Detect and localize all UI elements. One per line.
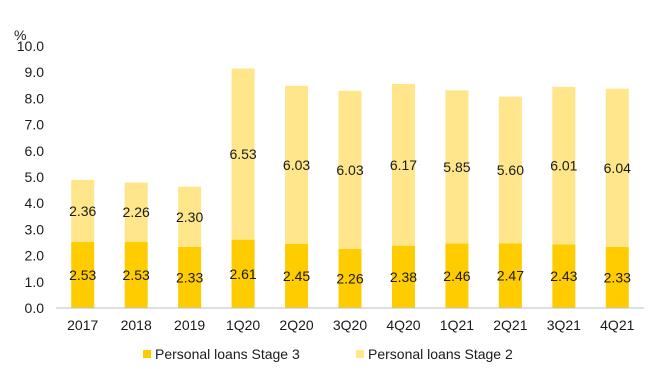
bar-stage-3 [124,241,148,308]
value-label-stage-2: 6.03 [283,157,310,173]
bars [71,68,629,308]
y-tick-label: 0.0 [25,300,45,316]
legend-swatch-stage-2 [356,350,364,358]
bar-stage-3 [71,241,95,308]
legend: Personal loans Stage 3 Personal loans St… [143,346,513,362]
bar-stage-3 [338,248,362,308]
value-label-stage-2: 2.26 [123,204,150,220]
y-tick-label: 5.0 [25,169,45,185]
bar-stage-2 [391,83,415,246]
value-label-stage-3: 2.45 [283,268,310,284]
value-label-stage-2: 6.53 [229,146,256,162]
x-tick-label: 3Q21 [547,317,581,333]
x-axis: 2017 2018 2019 1Q20 2Q20 3Q20 4Q20 1Q21 2Q21 3Q21… [67,317,634,333]
value-label-stage-3: 2.47 [497,268,524,284]
bar-stage-2 [231,68,255,240]
bar-stage-2 [124,182,148,242]
x-tick-label: 2018 [121,317,152,333]
bar-stage-3 [391,245,415,308]
value-labels: 2.53 2.36 2.53 2.26 2.33 2.30 2.61 6.53 2.45 6.03… [69,146,631,286]
value-label-stage-2: 6.04 [604,160,631,176]
value-label-stage-2: 2.36 [69,203,96,219]
value-label-stage-3: 2.33 [604,269,631,285]
bar-stage-2 [445,90,469,244]
bar-stage-2 [605,88,629,247]
y-tick-label: 7.0 [25,117,45,133]
legend-label-stage-2: Personal loans Stage 2 [368,346,513,362]
y-tick-label: 10.0 [17,38,44,54]
bar-stage-2 [71,179,95,242]
x-tick-label: 1Q20 [226,317,260,333]
x-tick-label: 2019 [174,317,205,333]
value-label-stage-3: 2.43 [550,268,577,284]
bar-stage-3 [498,243,522,308]
value-label-stage-3: 2.61 [229,266,256,282]
y-tick-label: 4.0 [25,195,45,211]
y-unit-label: % [14,27,26,43]
bar-stage-3 [552,244,576,308]
value-label-stage-2: 5.60 [497,162,524,178]
value-label-stage-3: 2.26 [336,270,363,286]
bar-stage-3 [231,239,255,308]
value-label-stage-2: 5.85 [443,159,470,175]
bar-stage-2 [498,96,522,244]
bar-stage-2 [178,186,202,247]
bar-stage-2 [285,85,309,244]
legend-swatch-stage-3 [143,350,151,358]
y-tick-label: 3.0 [25,221,45,237]
bar-stage-2 [338,90,362,249]
value-label-stage-2: 6.17 [390,157,417,173]
bar-stage-3 [178,246,202,308]
x-tick-label: 2Q21 [493,317,527,333]
x-tick-label: 2017 [67,317,98,333]
x-tick-label: 4Q21 [600,317,634,333]
bar-stage-3 [605,246,629,308]
value-label-stage-3: 2.33 [176,269,203,285]
bar-stage-3 [445,243,469,308]
value-label-stage-3: 2.53 [69,267,96,283]
y-tick-label: 9.0 [25,64,45,80]
value-label-stage-3: 2.46 [443,268,470,284]
value-label-stage-3: 2.53 [123,267,150,283]
value-label-stage-2: 2.30 [176,209,203,225]
y-tick-label: 8.0 [25,90,45,106]
x-tick-label: 1Q21 [440,317,474,333]
y-tick-label: 6.0 [25,143,45,159]
bar-stage-2 [552,86,576,245]
bar-stage-3 [285,243,309,308]
x-tick-label: 3Q20 [333,317,367,333]
x-tick-label: 4Q20 [386,317,420,333]
legend-label-stage-3: Personal loans Stage 3 [155,346,300,362]
value-label-stage-2: 6.03 [336,162,363,178]
y-tick-label: 1.0 [25,274,45,290]
y-tick-label: 2.0 [25,248,45,264]
x-tick-label: 2Q20 [279,317,313,333]
value-label-stage-2: 6.01 [550,158,577,174]
y-axis: 0.0 1.0 2.0 3.0 4.0 5.0 6.0 7.0 8.0 9.0 10.0 [17,38,44,316]
value-label-stage-3: 2.38 [390,269,417,285]
